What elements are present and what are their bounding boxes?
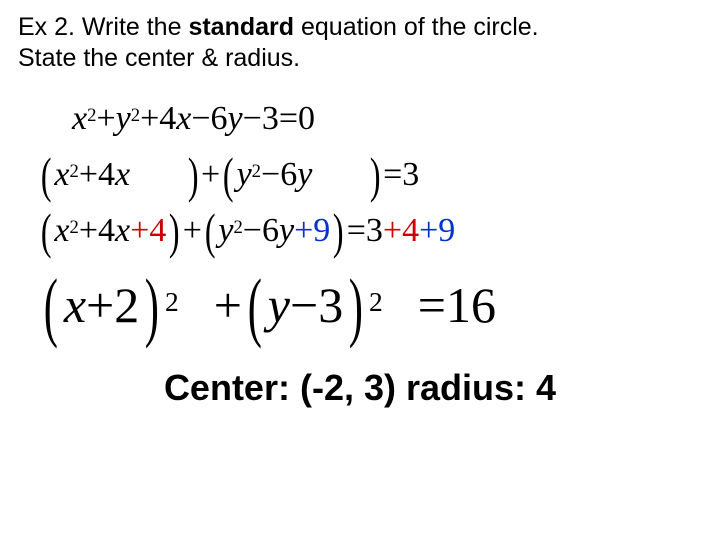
prompt-line1-bold: standard (188, 13, 294, 41)
eq4-eq: = (418, 280, 446, 330)
eq3-plusr: + (130, 214, 149, 248)
eq3-y2: y (279, 214, 294, 248)
eq4-rp2: ) (349, 268, 363, 346)
eq3-c2: 9 (313, 214, 330, 248)
eq2-sq2: 2 (252, 163, 261, 182)
eq3-c2b: 9 (438, 214, 455, 248)
eq2-plus1: + (79, 158, 98, 192)
prompt-line1-post: equation of the circle. (294, 13, 539, 41)
eq3-x2: x (115, 214, 130, 248)
eq1-y: y (116, 102, 131, 136)
eq1-eq: = (279, 102, 298, 136)
prompt-line2: State the center & radius. (18, 44, 300, 72)
eq2-t1: 4 (98, 158, 115, 192)
eq1-x2: x (176, 102, 191, 136)
equation-block: x2 + y2 + 4x − 6y − 3 = 0 (x2 + 4x) + (y… (38, 93, 702, 345)
eq2-y2: y (297, 158, 312, 192)
eq3-plusb2: + (419, 214, 438, 248)
eq3-rp2: ) (333, 207, 344, 256)
eq1-sq2: 2 (131, 107, 140, 126)
eq1-rhs: 0 (298, 102, 315, 136)
eq2-minus1: − (261, 158, 280, 192)
equation-line-3: (x2 + 4x + 4) + (y2 − 6y + 9) = 3 + 4 + … (38, 205, 702, 257)
eq4-rp1: ) (145, 268, 159, 346)
equation-line-1: x2 + y2 + 4x − 6y − 3 = 0 (38, 93, 702, 145)
eq4-plus: + (86, 280, 114, 330)
eq3-y: y (218, 214, 233, 248)
eq3-plusb: + (294, 214, 313, 248)
center-label: Center: (164, 367, 300, 408)
radius-value: 4 (536, 367, 556, 408)
eq3-lp2: ( (205, 207, 216, 256)
answer-spacer (396, 367, 406, 408)
radius-label: radius: (406, 367, 536, 408)
eq4-lp1: ( (44, 268, 58, 346)
prompt-line1-pre: Ex 2. Write the (18, 13, 188, 41)
eq2-x: x (54, 158, 69, 192)
eq3-plusr2: + (383, 214, 402, 248)
eq3-mid: + (183, 214, 202, 248)
eq1-t1: 4 (159, 102, 176, 136)
answer-line: Center: (-2, 3) radius: 4 (18, 367, 702, 409)
equation-line-2: (x2 + 4x) + (y2 − 6y) = 3 (38, 149, 702, 201)
eq3-lp1: ( (41, 207, 52, 256)
eq2-eq: = (383, 158, 402, 192)
eq3-t2: 6 (262, 214, 279, 248)
eq3-c1b: 4 (402, 214, 419, 248)
eq1-x: x (72, 102, 87, 136)
eq2-rp2: ) (370, 151, 381, 200)
eq2-y: y (237, 158, 252, 192)
eq4-rhs: 16 (446, 280, 496, 330)
eq1-plus2: + (140, 102, 159, 136)
eq4-h: 2 (114, 280, 139, 330)
eq3-x: x (54, 214, 69, 248)
eq2-x2: x (115, 158, 130, 192)
eq1-y2: y (228, 102, 243, 136)
eq1-plus1: + (96, 102, 115, 136)
eq1-minus2: − (243, 102, 262, 136)
eq3-plus1: + (79, 214, 98, 248)
eq4-x: x (64, 280, 86, 330)
eq3-eq: = (347, 214, 366, 248)
center-value: (-2, 3) (300, 367, 396, 408)
eq3-sq2: 2 (233, 219, 242, 238)
eq2-sq1: 2 (70, 163, 79, 182)
eq2-rp1: ) (187, 151, 198, 200)
eq3-minus1: − (243, 214, 262, 248)
eq3-t1: 4 (98, 214, 115, 248)
eq1-t2: 6 (211, 102, 228, 136)
eq2-lp1: ( (41, 151, 52, 200)
eq3-sq1: 2 (70, 219, 79, 238)
eq3-c1: 4 (149, 214, 166, 248)
eq1-t3: 3 (262, 102, 279, 136)
eq4-k: 3 (318, 280, 343, 330)
eq4-sq1: 2 (165, 288, 179, 316)
eq4-lp2: ( (248, 268, 262, 346)
eq2-lp2: ( (223, 151, 234, 200)
eq1-minus1: − (191, 102, 210, 136)
eq4-mid: + (214, 280, 242, 330)
eq4-sq2: 2 (369, 288, 383, 316)
eq4-minus: − (290, 280, 318, 330)
eq2-t2: 6 (280, 158, 297, 192)
eq2-rhs: 3 (402, 158, 419, 192)
eq3-rp1: ) (169, 207, 180, 256)
equation-line-4: (x + 2)2 + (y − 3)2 = 16 (38, 265, 702, 345)
eq3-rhs: 3 (366, 214, 383, 248)
eq1-sq1: 2 (87, 107, 96, 126)
problem-prompt: Ex 2. Write the standard equation of the… (18, 12, 702, 75)
eq2-mid: + (201, 158, 220, 192)
eq4-y: y (268, 280, 290, 330)
